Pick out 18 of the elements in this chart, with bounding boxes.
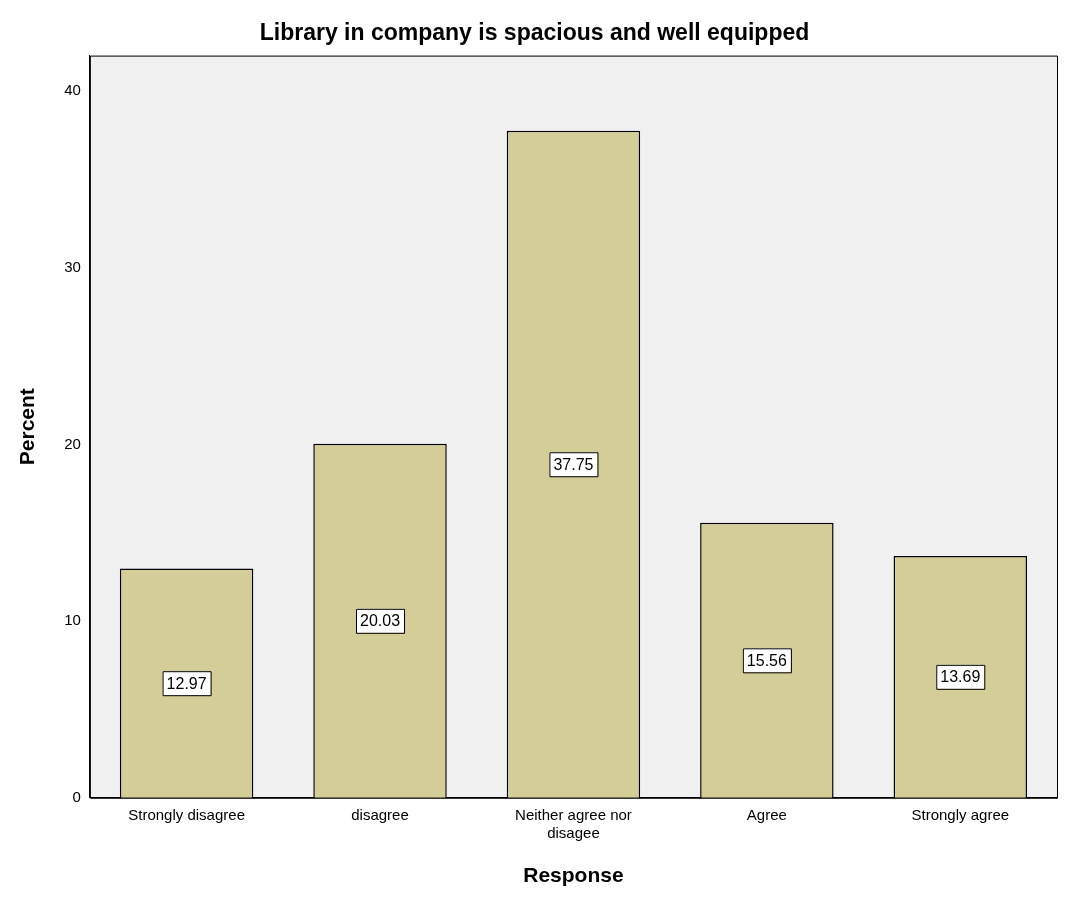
y-tick-label: 40 — [64, 81, 81, 99]
data-label: 13.69 — [940, 668, 981, 686]
x-tick-label: Strongly disagree — [128, 805, 245, 823]
x-tick-label: Neither agree nor disagee — [515, 805, 632, 841]
x-axis-title: Response — [523, 863, 624, 887]
x-tick-label: Strongly agree — [911, 805, 1010, 823]
chart-title: Library in company is spacious and well equipped — [259, 19, 810, 46]
x-tick-label: disagree — [351, 805, 409, 823]
y-tick-label: 10 — [64, 611, 81, 629]
y-tick-label: 30 — [64, 257, 81, 275]
y-axis-title: Percent — [15, 388, 39, 466]
data-label: 37.75 — [553, 455, 594, 473]
x-tick-label: Agree — [746, 805, 787, 823]
y-tick-label: 20 — [64, 434, 81, 452]
data-label: 15.56 — [746, 651, 787, 669]
y-tick-label: 0 — [72, 787, 81, 805]
data-label: 20.03 — [360, 612, 401, 630]
data-label: 12.97 — [166, 674, 207, 692]
